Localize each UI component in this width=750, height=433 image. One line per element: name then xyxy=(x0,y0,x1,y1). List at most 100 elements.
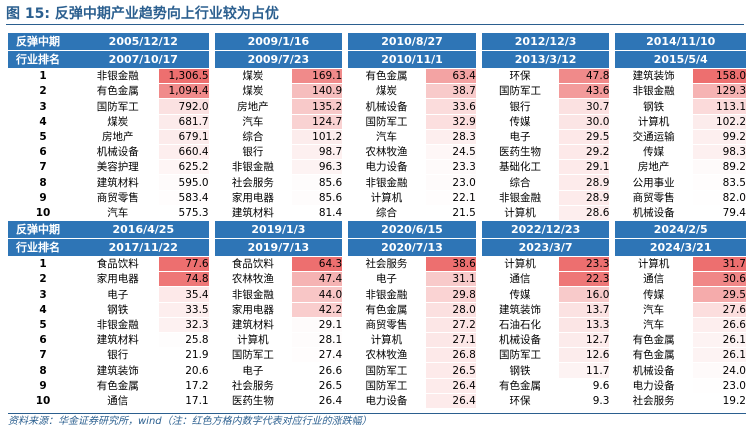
period-end-date: 2015/5/4 xyxy=(609,50,746,70)
period-start-date: 2010/8/27 xyxy=(342,33,479,52)
change-value: 13.3 xyxy=(558,317,613,334)
change-value: 77.6 xyxy=(157,256,212,273)
table-row: 7 美容护理 625.2 非银金融 96.3 电力设备 23.3 基础化工 29.1 房地产 89.… xyxy=(8,159,746,176)
industry-name: 银行 xyxy=(475,98,559,115)
industry-name: 机械设备 xyxy=(609,205,693,221)
change-value: 19.2 xyxy=(691,393,746,409)
industry-name: 建筑材料 xyxy=(78,332,158,349)
change-value: 29.1 xyxy=(558,159,613,176)
rank-number: 9 xyxy=(8,378,78,394)
industry-name: 美容护理 xyxy=(78,159,158,176)
change-value: 25.8 xyxy=(157,332,212,349)
change-value: 23.0 xyxy=(424,174,479,191)
change-value: 24.5 xyxy=(424,144,479,161)
change-value: 679.1 xyxy=(157,129,212,146)
change-value: 27.2 xyxy=(424,317,479,334)
industry-name: 商贸零售 xyxy=(342,317,426,334)
change-value: 30.6 xyxy=(691,271,746,288)
change-value: 158.0 xyxy=(691,68,746,85)
industry-name: 公用事业 xyxy=(609,174,693,191)
period-start-date: 2020/6/15 xyxy=(342,221,479,240)
industry-name: 家用电器 xyxy=(208,302,292,318)
rank-number: 9 xyxy=(8,190,78,206)
period-start-date: 2016/4/25 xyxy=(78,221,212,240)
change-value: 22.1 xyxy=(424,190,479,206)
industry-name: 石油石化 xyxy=(475,317,559,334)
industry-name: 基础化工 xyxy=(475,159,559,176)
period-start-date: 2022/12/23 xyxy=(475,221,613,240)
table-row: 8 建筑材料 595.0 社会服务 85.6 非银金融 23.0 综合 28.9 公用事业 83.5 xyxy=(8,174,746,191)
change-value: 140.9 xyxy=(291,83,346,100)
industry-name: 通信 xyxy=(475,271,559,288)
period-start-date: 2024/2/5 xyxy=(609,221,746,240)
change-value: 26.1 xyxy=(691,347,746,364)
change-value: 583.4 xyxy=(157,190,212,206)
change-value: 11.7 xyxy=(558,362,613,379)
industry-name: 钢铁 xyxy=(475,362,559,379)
change-value: 29.2 xyxy=(558,144,613,161)
table-row: 1 非银金融 1,306.5 煤炭 169.1 有色金属 63.4 环保 47.8 建筑装饰 158… xyxy=(8,68,746,85)
change-value: 13.7 xyxy=(558,302,613,318)
industry-name: 非银金融 xyxy=(475,190,559,206)
figure-title-text: 反弹中期产业趋势向上行业较为占优 xyxy=(54,6,279,22)
change-value: 64.3 xyxy=(291,256,346,273)
industry-name: 国防军工 xyxy=(475,347,559,364)
change-value: 28.3 xyxy=(424,129,479,146)
industry-name: 国防军工 xyxy=(342,114,426,130)
change-value: 129.3 xyxy=(691,83,746,100)
industry-name: 综合 xyxy=(342,205,426,221)
industry-name: 非银金融 xyxy=(208,159,292,176)
change-value: 26.4 xyxy=(424,393,479,409)
period-end-date: 2024/3/21 xyxy=(609,238,746,258)
rank-number: 1 xyxy=(8,256,78,273)
industry-name: 非银金融 xyxy=(342,286,426,303)
change-value: 89.2 xyxy=(691,159,746,176)
industry-name: 机械设备 xyxy=(475,332,559,349)
change-value: 38.7 xyxy=(424,83,479,100)
table-row: 2 有色金属 1,094.4 煤炭 140.9 煤炭 38.7 国防军工 43.6 非银金融 129… xyxy=(8,83,746,100)
change-value: 38.6 xyxy=(424,256,479,273)
change-value: 1,306.5 xyxy=(157,68,212,85)
industry-name: 传媒 xyxy=(609,144,693,161)
industry-name: 有色金属 xyxy=(475,378,559,394)
period-start-date: 2012/12/3 xyxy=(475,33,613,52)
period-end-date: 2020/7/13 xyxy=(342,238,479,258)
change-value: 26.8 xyxy=(424,347,479,364)
industry-name: 农林牧渔 xyxy=(342,347,426,364)
change-value: 63.4 xyxy=(424,68,479,85)
change-value: 98.3 xyxy=(691,144,746,161)
change-value: 82.0 xyxy=(691,190,746,206)
industry-name: 房地产 xyxy=(609,159,693,176)
rank-number: 7 xyxy=(8,347,78,364)
industry-name: 电力设备 xyxy=(609,378,693,394)
change-value: 26.4 xyxy=(291,393,346,409)
change-value: 28.1 xyxy=(291,332,346,349)
ranking-table-bottom: 反弹中期 2016/4/25 2019/1/3 2020/6/15 2022/12/23… xyxy=(8,221,746,409)
table-row: 4 钢铁 33.5 家用电器 42.2 有色金属 28.0 建筑装饰 13.7 汽车 27.6 xyxy=(8,302,746,318)
change-value: 22.3 xyxy=(558,271,613,288)
source-note: 资料来源：华金证券研究所，wind（注：红色方格内数字代表对应行业的涨跌幅） xyxy=(8,413,746,429)
rank-number: 10 xyxy=(8,393,78,409)
change-value: 26.5 xyxy=(424,362,479,379)
change-value: 44.0 xyxy=(291,286,346,303)
period-end-date: 2007/10/17 xyxy=(78,50,212,70)
change-value: 135.2 xyxy=(291,98,346,115)
change-value: 26.6 xyxy=(291,362,346,379)
table-row: 10 汽车 575.3 建筑材料 81.4 综合 21.5 计算机 28.6 机械设备 79.4 xyxy=(8,205,746,221)
industry-name: 建筑装饰 xyxy=(475,302,559,318)
header-label-phase: 反弹中期 xyxy=(8,221,78,240)
header-row-end: 行业排名 2017/11/22 2019/7/13 2020/7/13 2023/3/7… xyxy=(8,238,746,258)
change-value: 681.7 xyxy=(157,114,212,130)
change-value: 17.1 xyxy=(157,393,212,409)
industry-name: 电子 xyxy=(78,286,158,303)
industry-name: 建筑装饰 xyxy=(78,362,158,379)
change-value: 26.5 xyxy=(291,378,346,394)
rank-number: 2 xyxy=(8,271,78,288)
industry-name: 银行 xyxy=(208,144,292,161)
change-value: 42.2 xyxy=(291,302,346,318)
change-value: 47.4 xyxy=(291,271,346,288)
industry-name: 交通运输 xyxy=(609,129,693,146)
header-label-phase: 反弹中期 xyxy=(8,33,78,52)
change-value: 28.0 xyxy=(424,302,479,318)
change-value: 33.5 xyxy=(157,302,212,318)
